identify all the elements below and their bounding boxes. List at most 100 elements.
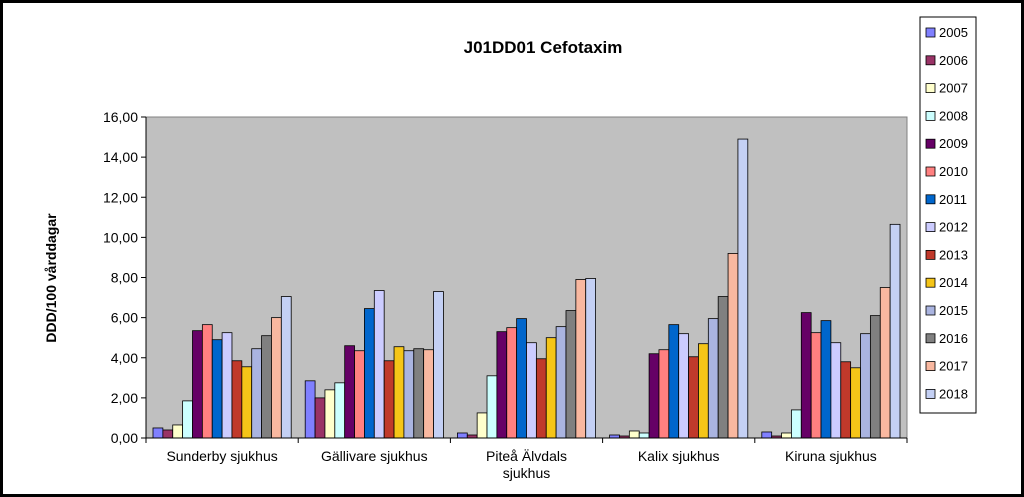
bar	[555, 326, 567, 439]
legend-swatch	[925, 249, 936, 260]
legend-label: 2018	[939, 386, 968, 401]
category-label: Kiruna sjukhus	[785, 448, 877, 464]
legend-label: 2009	[939, 136, 968, 151]
bar	[231, 360, 243, 439]
bar	[585, 278, 597, 439]
bar	[850, 367, 861, 439]
legend-label: 2013	[939, 247, 968, 262]
legend-label: 2010	[939, 164, 968, 179]
bar	[698, 343, 709, 439]
bar	[688, 356, 699, 439]
legend-swatch	[925, 55, 936, 66]
bar	[433, 291, 444, 439]
legend-label: 2014	[939, 275, 968, 290]
bar	[152, 427, 164, 439]
y-tick-label: 0,00	[111, 430, 138, 446]
legend-swatch	[925, 111, 936, 121]
bar	[271, 317, 282, 439]
y-tick-label: 12,00	[103, 189, 138, 205]
legend-label: 2008	[939, 108, 968, 123]
legend-label: 2015	[939, 303, 968, 318]
bar	[162, 429, 174, 439]
bar	[383, 360, 395, 439]
bar	[860, 333, 871, 439]
bar	[373, 290, 385, 439]
bar	[565, 310, 577, 439]
bar	[423, 349, 434, 439]
y-tick-label: 16,00	[103, 109, 138, 125]
bar	[403, 350, 415, 439]
y-tick-label: 6,00	[111, 310, 138, 326]
legend-swatch	[925, 83, 936, 93]
bar	[192, 330, 203, 439]
bar	[545, 337, 557, 439]
bar	[840, 361, 852, 439]
legend-swatch	[925, 166, 936, 177]
legend-swatch	[925, 277, 936, 288]
bar	[241, 366, 253, 439]
bar	[575, 279, 587, 439]
legend-swatch	[925, 194, 936, 205]
bar	[486, 375, 498, 439]
bar	[830, 342, 842, 439]
bar	[476, 412, 488, 439]
bar	[781, 432, 792, 439]
y-axis: 0,00 2,00 4,00 6,00 8,00 10,00 12,00 14,00 16,00	[103, 109, 147, 446]
bar	[211, 339, 223, 439]
bar	[354, 350, 365, 439]
bar	[535, 358, 547, 439]
bar	[334, 382, 346, 439]
bar	[304, 380, 316, 439]
bar	[737, 138, 749, 439]
legend-label: 2007	[939, 81, 968, 96]
bar	[810, 332, 822, 439]
bar	[717, 296, 729, 439]
legend-box	[919, 16, 977, 414]
legend-label: 2016	[939, 331, 968, 346]
legend-swatch	[925, 361, 936, 372]
bar	[638, 432, 650, 439]
legend-swatch	[925, 333, 936, 344]
bar	[889, 223, 901, 439]
category-label: Sunderby sjukhus	[166, 448, 277, 464]
y-tick-label: 2,00	[111, 390, 138, 406]
bar-chart: J01DD01 Cefotaxim DDD/100 vårddagar 0,00…	[43, 16, 977, 481]
y-axis-label: DDD/100 vårddagar	[43, 213, 59, 343]
bar	[506, 327, 518, 439]
bar	[172, 424, 184, 439]
bar	[393, 346, 405, 439]
category-label: Piteå Älvdals sjukhus	[486, 448, 567, 481]
legend-swatch	[925, 138, 936, 149]
bar	[628, 430, 640, 439]
bar	[761, 431, 773, 439]
bar	[869, 315, 881, 439]
legend-label: 2011	[939, 192, 967, 207]
legend-label: 2017	[939, 359, 968, 374]
bar	[707, 318, 719, 439]
chart-title: J01DD01 Cefotaxim	[464, 38, 623, 57]
bar	[456, 432, 468, 439]
bar	[221, 332, 233, 439]
bar	[516, 318, 527, 439]
bar	[879, 287, 891, 439]
legend-label: 2006	[939, 53, 968, 68]
bar	[668, 324, 680, 439]
legend-swatch	[925, 388, 936, 399]
bar	[648, 353, 660, 439]
bar	[364, 308, 375, 439]
y-tick-label: 4,00	[111, 350, 138, 366]
bar	[791, 409, 802, 439]
legend-swatch	[925, 27, 936, 38]
bar	[201, 324, 213, 439]
bar	[658, 349, 670, 439]
bar	[496, 331, 508, 439]
legend: 2005 2006 2007 2008 2009 2010 2011 2012 2013 2014…	[919, 16, 977, 414]
bar	[678, 333, 689, 439]
x-axis: Sunderby sjukhus Gällivare sjukhus Piteå Ä…	[145, 437, 908, 481]
bar	[280, 296, 292, 439]
bar	[413, 348, 425, 439]
legend-label: 2012	[939, 220, 968, 235]
bar	[526, 342, 537, 439]
bar	[800, 312, 812, 439]
